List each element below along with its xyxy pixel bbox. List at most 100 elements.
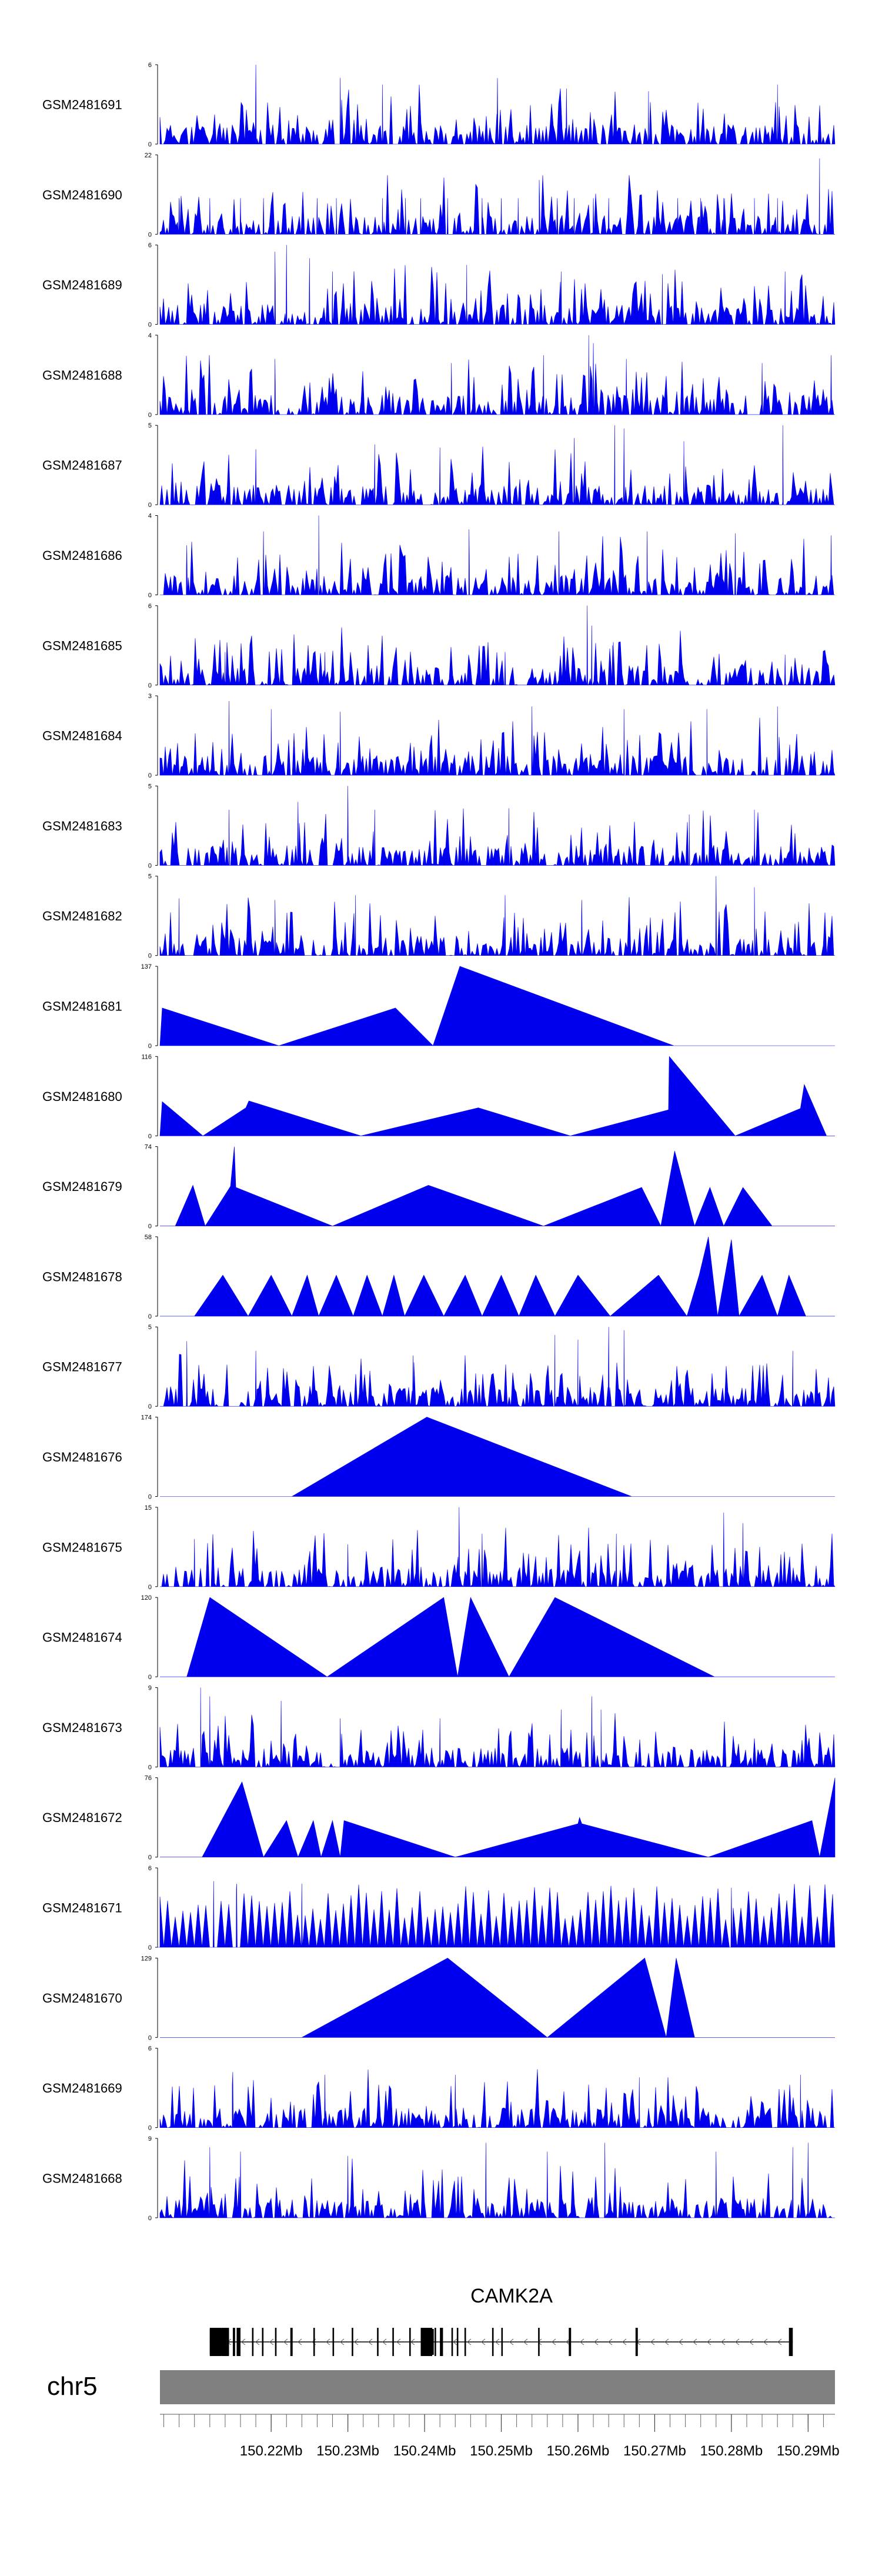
y-tick-label: 0 bbox=[148, 1854, 152, 1861]
coverage-area bbox=[159, 701, 836, 776]
strand-arrow bbox=[707, 2338, 711, 2345]
exon bbox=[635, 2328, 638, 2356]
y-tick-label: 0 bbox=[148, 141, 152, 148]
track-GSM2481674: GSM2481674 120 0 bbox=[42, 1594, 835, 1681]
strand-arrow bbox=[255, 2338, 260, 2345]
y-tick-label: 0 bbox=[148, 682, 152, 689]
coverage-area bbox=[159, 335, 835, 416]
coverage-area bbox=[160, 1417, 835, 1497]
x-tick-label: 150.25Mb bbox=[470, 2443, 533, 2459]
strand-arrow bbox=[679, 2338, 683, 2345]
exon bbox=[332, 2328, 335, 2356]
strand-arrow bbox=[537, 2338, 542, 2345]
coverage-area bbox=[156, 1881, 836, 1948]
track-label: GSM2481689 bbox=[42, 278, 122, 292]
y-tick-label: 3 bbox=[148, 693, 152, 700]
exon bbox=[236, 2328, 240, 2356]
y-tick-label: 129 bbox=[141, 1955, 152, 1962]
strand-arrow bbox=[608, 2338, 613, 2345]
y-tick-label: 116 bbox=[141, 1053, 152, 1060]
gene-track: CAMK2A bbox=[209, 2285, 793, 2356]
coverage-area bbox=[159, 786, 836, 866]
strand-arrow bbox=[467, 2338, 472, 2345]
exon bbox=[569, 2328, 572, 2356]
y-tick-label: 0 bbox=[148, 1223, 152, 1230]
track-GSM2481673: GSM2481673 9 0 bbox=[42, 1684, 836, 1771]
track-label: GSM2481691 bbox=[42, 98, 122, 112]
exon bbox=[464, 2328, 466, 2356]
ideogram-track: chr5 bbox=[47, 2370, 835, 2404]
gene-model bbox=[209, 2328, 793, 2356]
track-GSM2481679: GSM2481679 74 0 bbox=[42, 1144, 835, 1230]
exon bbox=[451, 2328, 453, 2356]
strand-arrow bbox=[368, 2338, 373, 2345]
y-tick-label: 76 bbox=[145, 1775, 152, 1782]
strand-arrow bbox=[580, 2338, 584, 2345]
y-tick-label: 74 bbox=[145, 1144, 152, 1151]
track-GSM2481686: GSM2481686 4 0 bbox=[42, 513, 835, 599]
coverage-area bbox=[159, 1687, 836, 1768]
exon bbox=[262, 2328, 264, 2356]
exon bbox=[409, 2328, 411, 2356]
strand-arrow bbox=[735, 2338, 740, 2345]
track-GSM2481689: GSM2481689 6 0 bbox=[42, 242, 836, 329]
y-tick-label: 0 bbox=[148, 1944, 152, 1951]
y-tick-label: 5 bbox=[148, 783, 152, 790]
y-tick-label: 0 bbox=[148, 2125, 152, 2132]
track-label: GSM2481680 bbox=[42, 1089, 122, 1104]
track-GSM2481669: GSM2481669 6 0 bbox=[42, 2046, 835, 2132]
track-GSM2481685: GSM2481685 6 0 bbox=[42, 603, 836, 689]
exon bbox=[538, 2328, 540, 2356]
track-GSM2481688: GSM2481688 4 0 bbox=[42, 332, 835, 419]
strand-arrow bbox=[777, 2338, 782, 2345]
exon bbox=[275, 2328, 277, 2356]
exon bbox=[501, 2328, 503, 2356]
chromosome-label: chr5 bbox=[47, 2372, 98, 2401]
y-tick-label: 6 bbox=[148, 242, 152, 249]
track-GSM2481691: GSM2481691 6 0 bbox=[42, 62, 836, 148]
y-tick-label: 0 bbox=[148, 1674, 152, 1681]
y-tick-label: 22 bbox=[145, 152, 152, 159]
strand-arrow bbox=[650, 2338, 655, 2345]
strand-arrow bbox=[594, 2338, 599, 2345]
exon bbox=[435, 2328, 436, 2356]
x-tick-label: 150.26Mb bbox=[547, 2443, 610, 2459]
coverage-area bbox=[159, 605, 836, 686]
y-tick-label: 0 bbox=[148, 1584, 152, 1591]
y-tick-label: 0 bbox=[148, 1313, 152, 1320]
track-label: GSM2481690 bbox=[42, 188, 122, 202]
coverage-area bbox=[160, 1777, 836, 1858]
track-label: GSM2481684 bbox=[42, 729, 122, 743]
coverage-area bbox=[159, 876, 835, 956]
track-label: GSM2481683 bbox=[42, 819, 122, 833]
track-label: GSM2481685 bbox=[42, 638, 122, 653]
coding-exon bbox=[420, 2329, 434, 2355]
strand-arrow bbox=[664, 2338, 669, 2345]
strand-arrow bbox=[552, 2338, 556, 2345]
exon bbox=[232, 2328, 235, 2356]
track-GSM2481687: GSM2481687 5 0 bbox=[42, 422, 835, 509]
strand-arrow bbox=[410, 2338, 415, 2345]
strand-arrow bbox=[693, 2338, 697, 2345]
track-label: GSM2481686 bbox=[42, 548, 122, 563]
exon bbox=[352, 2328, 353, 2356]
y-tick-label: 0 bbox=[148, 1043, 152, 1050]
y-tick-label: 0 bbox=[148, 1403, 152, 1410]
track-label: GSM2481678 bbox=[42, 1269, 122, 1284]
exon bbox=[252, 2328, 254, 2356]
coverage-area bbox=[160, 1236, 835, 1317]
strand-arrow bbox=[453, 2338, 457, 2345]
coverage-area bbox=[160, 1507, 836, 1587]
strand-arrow bbox=[509, 2338, 514, 2345]
coverage-area bbox=[160, 1327, 836, 1407]
sample-tracks: GSM248169160GSM2481690220GSM248168960GSM… bbox=[42, 62, 836, 2222]
x-tick-label: 150.27Mb bbox=[623, 2443, 686, 2459]
x-tick-label: 150.23Mb bbox=[316, 2443, 379, 2459]
track-GSM2481690: GSM2481690 22 0 bbox=[42, 152, 835, 238]
y-tick-label: 0 bbox=[148, 1494, 152, 1501]
coverage-area bbox=[159, 2069, 835, 2128]
y-tick-label: 0 bbox=[148, 231, 152, 238]
y-tick-label: 15 bbox=[145, 1504, 152, 1511]
x-tick-label: 150.22Mb bbox=[240, 2443, 303, 2459]
coverage-area bbox=[159, 64, 836, 145]
